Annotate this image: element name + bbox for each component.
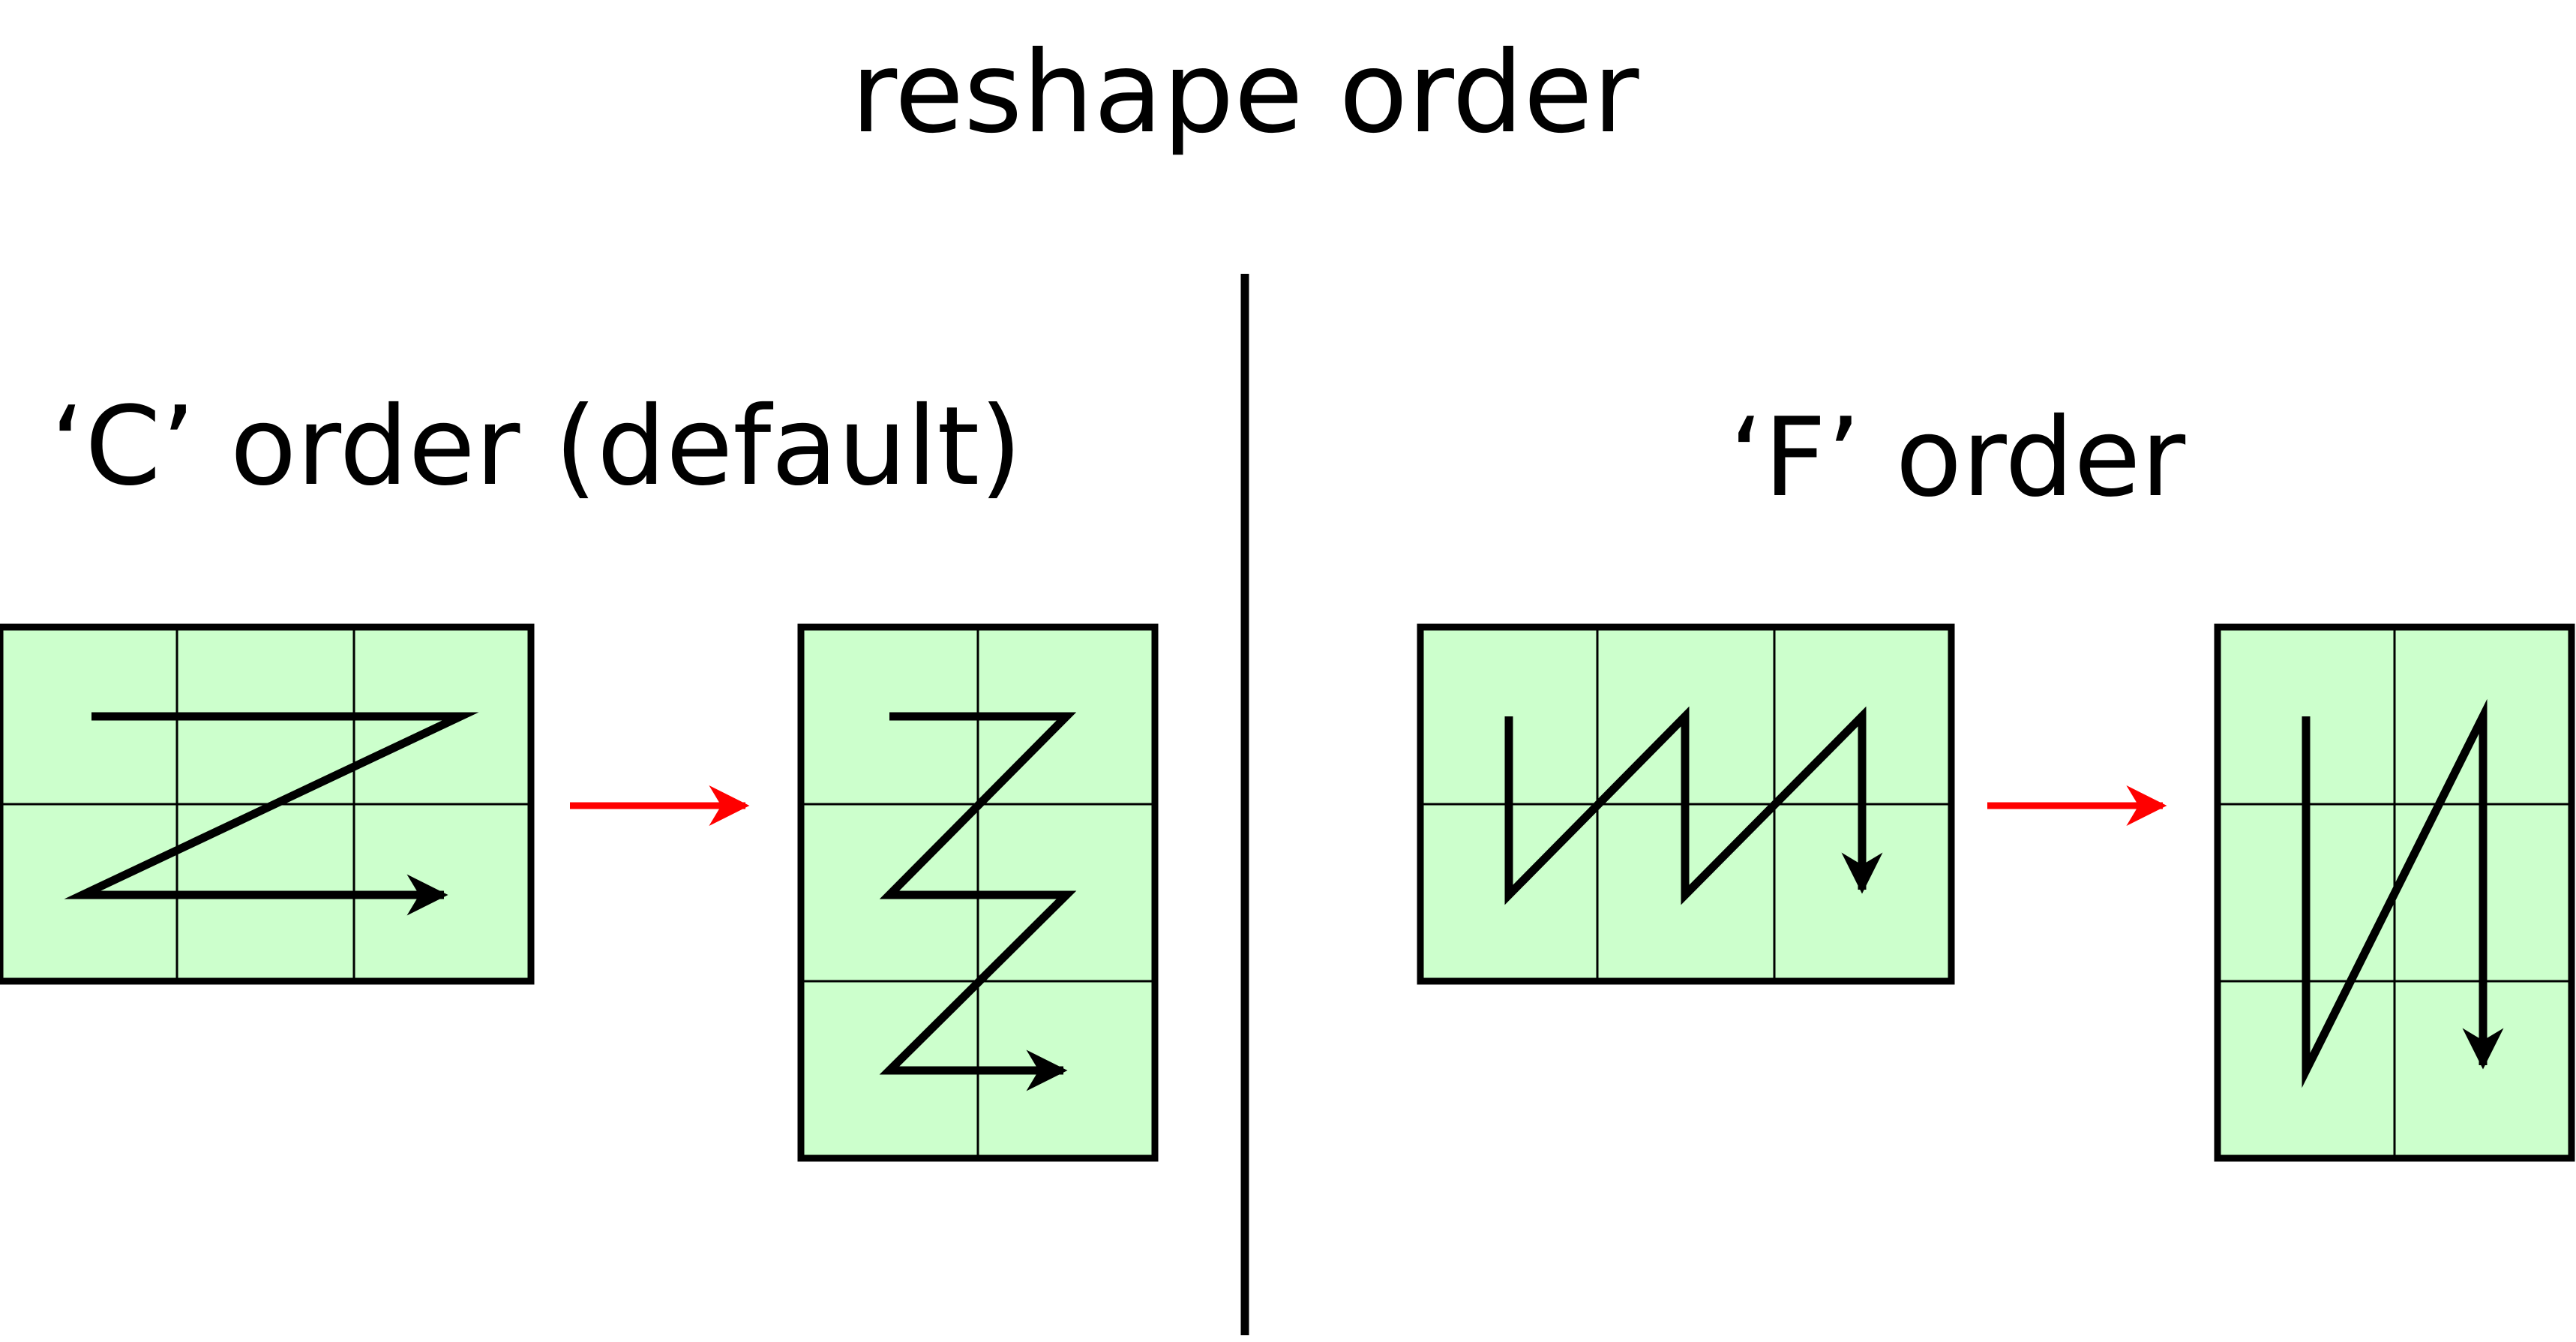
f-target-traversal-path	[2302, 698, 2504, 1088]
grid-border	[2214, 623, 2575, 1162]
grid-border	[0, 623, 535, 985]
c-source-traversal-path	[64, 712, 479, 916]
diagram-title: reshape order	[851, 28, 1639, 158]
f-order-label: ‘F’ order	[1729, 395, 2186, 521]
grid-border	[1417, 623, 1955, 985]
c-target-traversal-path	[879, 712, 1077, 1091]
grid-border	[797, 623, 1159, 1162]
f-source-traversal-path	[1504, 706, 1883, 905]
c-order-label: ‘C’ order (default)	[50, 383, 1022, 510]
